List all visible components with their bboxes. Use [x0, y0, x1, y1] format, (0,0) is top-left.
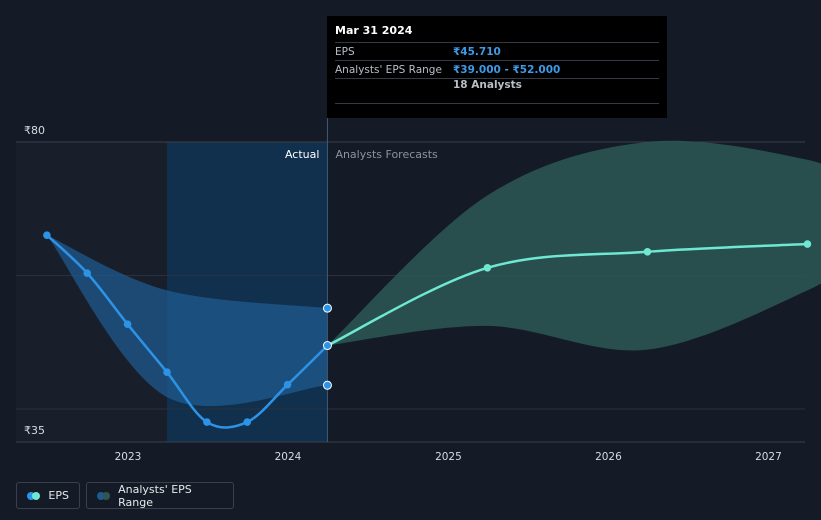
legend-range-swatch-icon — [97, 491, 110, 500]
y-tick-label: ₹35 — [24, 424, 45, 437]
forecast-point — [803, 240, 812, 248]
y-tick-label: ₹80 — [24, 124, 45, 137]
tooltip-analysts-row: 18 Analysts — [335, 78, 659, 104]
tooltip-eps-label: EPS — [335, 45, 355, 58]
eps-point — [83, 269, 92, 277]
eps-point — [163, 368, 171, 377]
range-high-marker — [322, 303, 332, 313]
tooltip-date: Mar 31 2024 — [335, 24, 413, 37]
eps-point — [243, 418, 252, 426]
actual-label: Actual — [285, 148, 319, 161]
forecast-point — [643, 247, 652, 256]
eps-point — [123, 320, 132, 328]
x-tick-label: 2027 — [755, 451, 782, 463]
range-low-marker — [322, 380, 332, 390]
eps-point — [43, 231, 51, 239]
legend-eps-button[interactable]: EPS — [16, 482, 80, 509]
eps-actual-line — [46, 234, 329, 429]
forecast-point — [483, 263, 492, 272]
eps-point — [203, 418, 211, 426]
eps-point — [283, 380, 292, 389]
tooltip-analysts-count: 18 Analysts — [453, 79, 522, 91]
tooltip-eps-row: EPS ₹45.710 — [335, 42, 659, 60]
x-tick-label: 2025 — [435, 451, 462, 463]
legend-range-label: Analysts' EPS Range — [118, 482, 192, 509]
tooltip-range-value: ₹39.000 - ₹52.000 — [453, 63, 561, 76]
legend-range-button[interactable]: Analysts' EPS Range — [86, 482, 234, 509]
eps-range-actual-band — [46, 235, 328, 407]
legend-eps-label: EPS — [48, 489, 69, 502]
x-tick-label: 2024 — [275, 451, 302, 463]
legend-eps-swatch-icon — [27, 491, 40, 500]
eps-tooltip: Mar 31 2024 EPS ₹45.710 Analysts' EPS Ra… — [327, 16, 667, 118]
x-tick-label: 2026 — [595, 451, 622, 463]
tooltip-range-label: Analysts' EPS Range — [335, 63, 442, 76]
eps-forecast-line — [326, 242, 808, 347]
eps-range-forecast-band — [327, 140, 821, 351]
tooltip-eps-value: ₹45.710 — [453, 45, 501, 58]
tooltip-range-row: Analysts' EPS Range ₹39.000 - ₹52.000 — [335, 60, 659, 78]
forecast-label: Analysts Forecasts — [335, 148, 438, 161]
x-tick-label: 2023 — [115, 451, 142, 463]
eps-current-marker — [322, 341, 332, 351]
